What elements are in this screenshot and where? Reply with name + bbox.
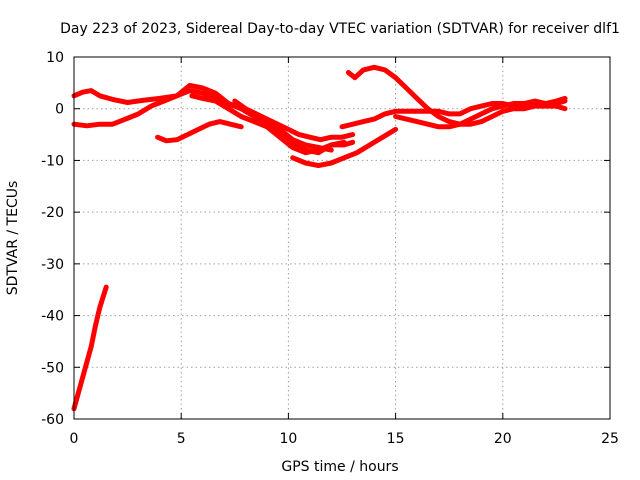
series-line-arc-2: [71, 82, 334, 153]
x-tick-label: 20: [494, 431, 512, 447]
axis-ticks: 0 5 10 15 20 25 -60 -50 -40 -30 -20 -10 0 10: [41, 50, 619, 447]
y-axis-title: SDTVAR / TECUs: [5, 181, 21, 296]
y-tick-label: -30: [41, 257, 64, 273]
series-line-arc-4: [155, 119, 244, 144]
series-line-arc-7: [290, 126, 399, 169]
series-line-arc-6: [232, 98, 356, 143]
y-tick-label: -60: [41, 412, 64, 428]
chart-title: Day 223 of 2023, Sidereal Day-to-day VTE…: [60, 21, 620, 37]
series-line-arc-5: [189, 93, 356, 156]
x-tick-label: 25: [601, 431, 619, 447]
x-tick-label: 10: [279, 431, 297, 447]
x-tick-label: 15: [387, 431, 405, 447]
x-tick-label: 5: [177, 431, 186, 447]
series-line-arc-1: [71, 284, 109, 412]
y-tick-label: -10: [41, 153, 64, 169]
y-tick-label: -50: [41, 360, 64, 376]
plot-frame: [73, 56, 611, 420]
x-axis-title: GPS time / hours: [281, 459, 398, 475]
series-line-arc-9: [345, 64, 568, 127]
series-line-arc-10: [393, 98, 568, 130]
y-tick-label: -40: [41, 309, 64, 325]
x-tick-label: 0: [70, 431, 79, 447]
data-series: [71, 64, 568, 412]
y-tick-label: -20: [41, 205, 64, 221]
y-tick-label: 0: [55, 102, 64, 118]
y-tick-label: 10: [46, 50, 64, 66]
series-line-arc-3: [71, 88, 347, 156]
